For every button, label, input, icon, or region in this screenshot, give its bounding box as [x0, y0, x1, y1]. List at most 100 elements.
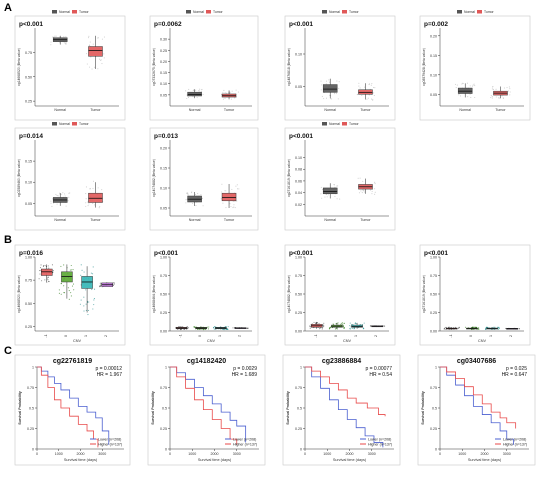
jitter-point	[320, 193, 322, 195]
jitter-point	[462, 82, 464, 84]
jitter-point	[44, 265, 46, 267]
jitter-point	[97, 187, 99, 189]
legend-label-tumor: Tumor	[349, 122, 360, 126]
y-tick-label: 0.75	[25, 51, 32, 55]
jitter-point	[113, 283, 115, 285]
x-tick-label: 2000	[346, 452, 354, 456]
jitter-point	[502, 97, 504, 100]
jitter-point	[236, 188, 239, 190]
jitter-point	[213, 328, 215, 330]
legend-label-normal: Normal	[329, 10, 340, 14]
jitter-point	[50, 200, 52, 202]
jitter-point	[83, 310, 85, 312]
jitter-point	[47, 265, 49, 267]
jitter-point	[474, 96, 476, 99]
jitter-point	[200, 193, 202, 196]
x-tick-label: Normal	[459, 108, 471, 112]
jitter-point	[53, 36, 55, 38]
jitter-point	[94, 204, 96, 206]
jitter-point	[83, 271, 85, 273]
series-lower	[37, 366, 110, 445]
jitter-point	[58, 289, 60, 291]
x-tick-label: 2	[104, 335, 108, 337]
x-tick-label: Tumor	[90, 218, 101, 222]
jitter-point	[247, 327, 249, 329]
x-tick-label: 0	[169, 452, 171, 456]
jitter-point	[374, 191, 376, 193]
box	[81, 276, 93, 289]
series-higher	[37, 366, 99, 448]
jitter-point	[362, 190, 364, 192]
jitter-point	[182, 326, 184, 328]
chart-7: 0.02 0.04 0.06 0.08 0.10 cg27161819 (Beta val…	[284, 122, 396, 231]
jitter-point	[374, 193, 376, 195]
jitter-point	[456, 84, 458, 86]
y-tick-label: 0.20	[160, 60, 167, 64]
jitter-point	[40, 264, 42, 266]
jitter-point	[68, 290, 70, 292]
x-tick-label: 1000	[323, 452, 331, 456]
legend-swatch-tumor	[72, 10, 77, 14]
jitter-point	[309, 327, 311, 329]
y-axis-label: Survival Probability	[18, 391, 22, 425]
jitter-point	[232, 327, 234, 329]
y-tick-label: 0.10	[160, 187, 167, 191]
chart-frame	[14, 15, 126, 121]
y-tick-label: 0.05	[25, 202, 32, 206]
y-tick-label: 0.75	[27, 386, 34, 390]
jitter-point	[336, 198, 338, 200]
y-tick-label: 1	[435, 366, 437, 370]
x-axis-label: Survival time (days)	[198, 458, 232, 462]
jitter-point	[63, 285, 65, 287]
jitter-point	[94, 288, 96, 290]
jitter-point	[224, 92, 226, 94]
jitter-point	[70, 264, 72, 267]
jitter-point	[83, 296, 85, 298]
jitter-point	[236, 184, 238, 186]
jitter-point	[323, 326, 325, 328]
jitter-point	[64, 195, 66, 197]
y-axis-label: cg14074882 (Beta value)	[152, 159, 156, 197]
jitter-point	[337, 98, 339, 100]
x-tick-label: 3000	[233, 452, 241, 456]
box	[322, 84, 338, 93]
x-tick-label: Tumor	[224, 218, 235, 222]
x-tick-label: 2000	[211, 452, 219, 456]
jitter-point	[313, 321, 315, 323]
y-tick-label: 0.75	[160, 274, 167, 278]
jitter-point	[491, 96, 493, 98]
jitter-point	[518, 328, 520, 330]
y-tick-label: 0.10	[160, 82, 167, 86]
jitter-point	[372, 99, 374, 101]
jitter-point	[222, 98, 225, 100]
jitter-point	[246, 327, 248, 329]
jitter-point	[333, 184, 335, 186]
x-tick-label: 2000	[77, 452, 85, 456]
jitter-point	[316, 322, 318, 324]
jitter-point	[201, 89, 203, 91]
y-tick-label: 0.75	[160, 386, 167, 390]
jitter-point	[194, 193, 196, 195]
jitter-point	[458, 94, 460, 96]
legend-swatch-normal	[186, 10, 191, 14]
x-axis-label: CNV	[207, 339, 215, 343]
y-tick-label: 0	[165, 448, 167, 452]
jitter-point	[382, 325, 384, 327]
jitter-point	[235, 89, 237, 91]
jitter-point	[221, 183, 223, 185]
jitter-point	[85, 186, 87, 188]
x-tick-label: 0	[64, 335, 68, 337]
jitter-point	[225, 328, 228, 330]
jitter-point	[373, 86, 375, 89]
jitter-point	[467, 96, 469, 98]
jitter-point	[478, 327, 480, 329]
jitter-point	[64, 42, 66, 44]
jitter-point	[320, 186, 322, 188]
jitter-point	[59, 192, 61, 194]
jitter-point	[367, 97, 369, 99]
x-tick-label: 2	[238, 335, 242, 337]
jitter-point	[354, 322, 356, 324]
jitter-point	[374, 181, 376, 183]
jitter-point	[85, 205, 87, 207]
